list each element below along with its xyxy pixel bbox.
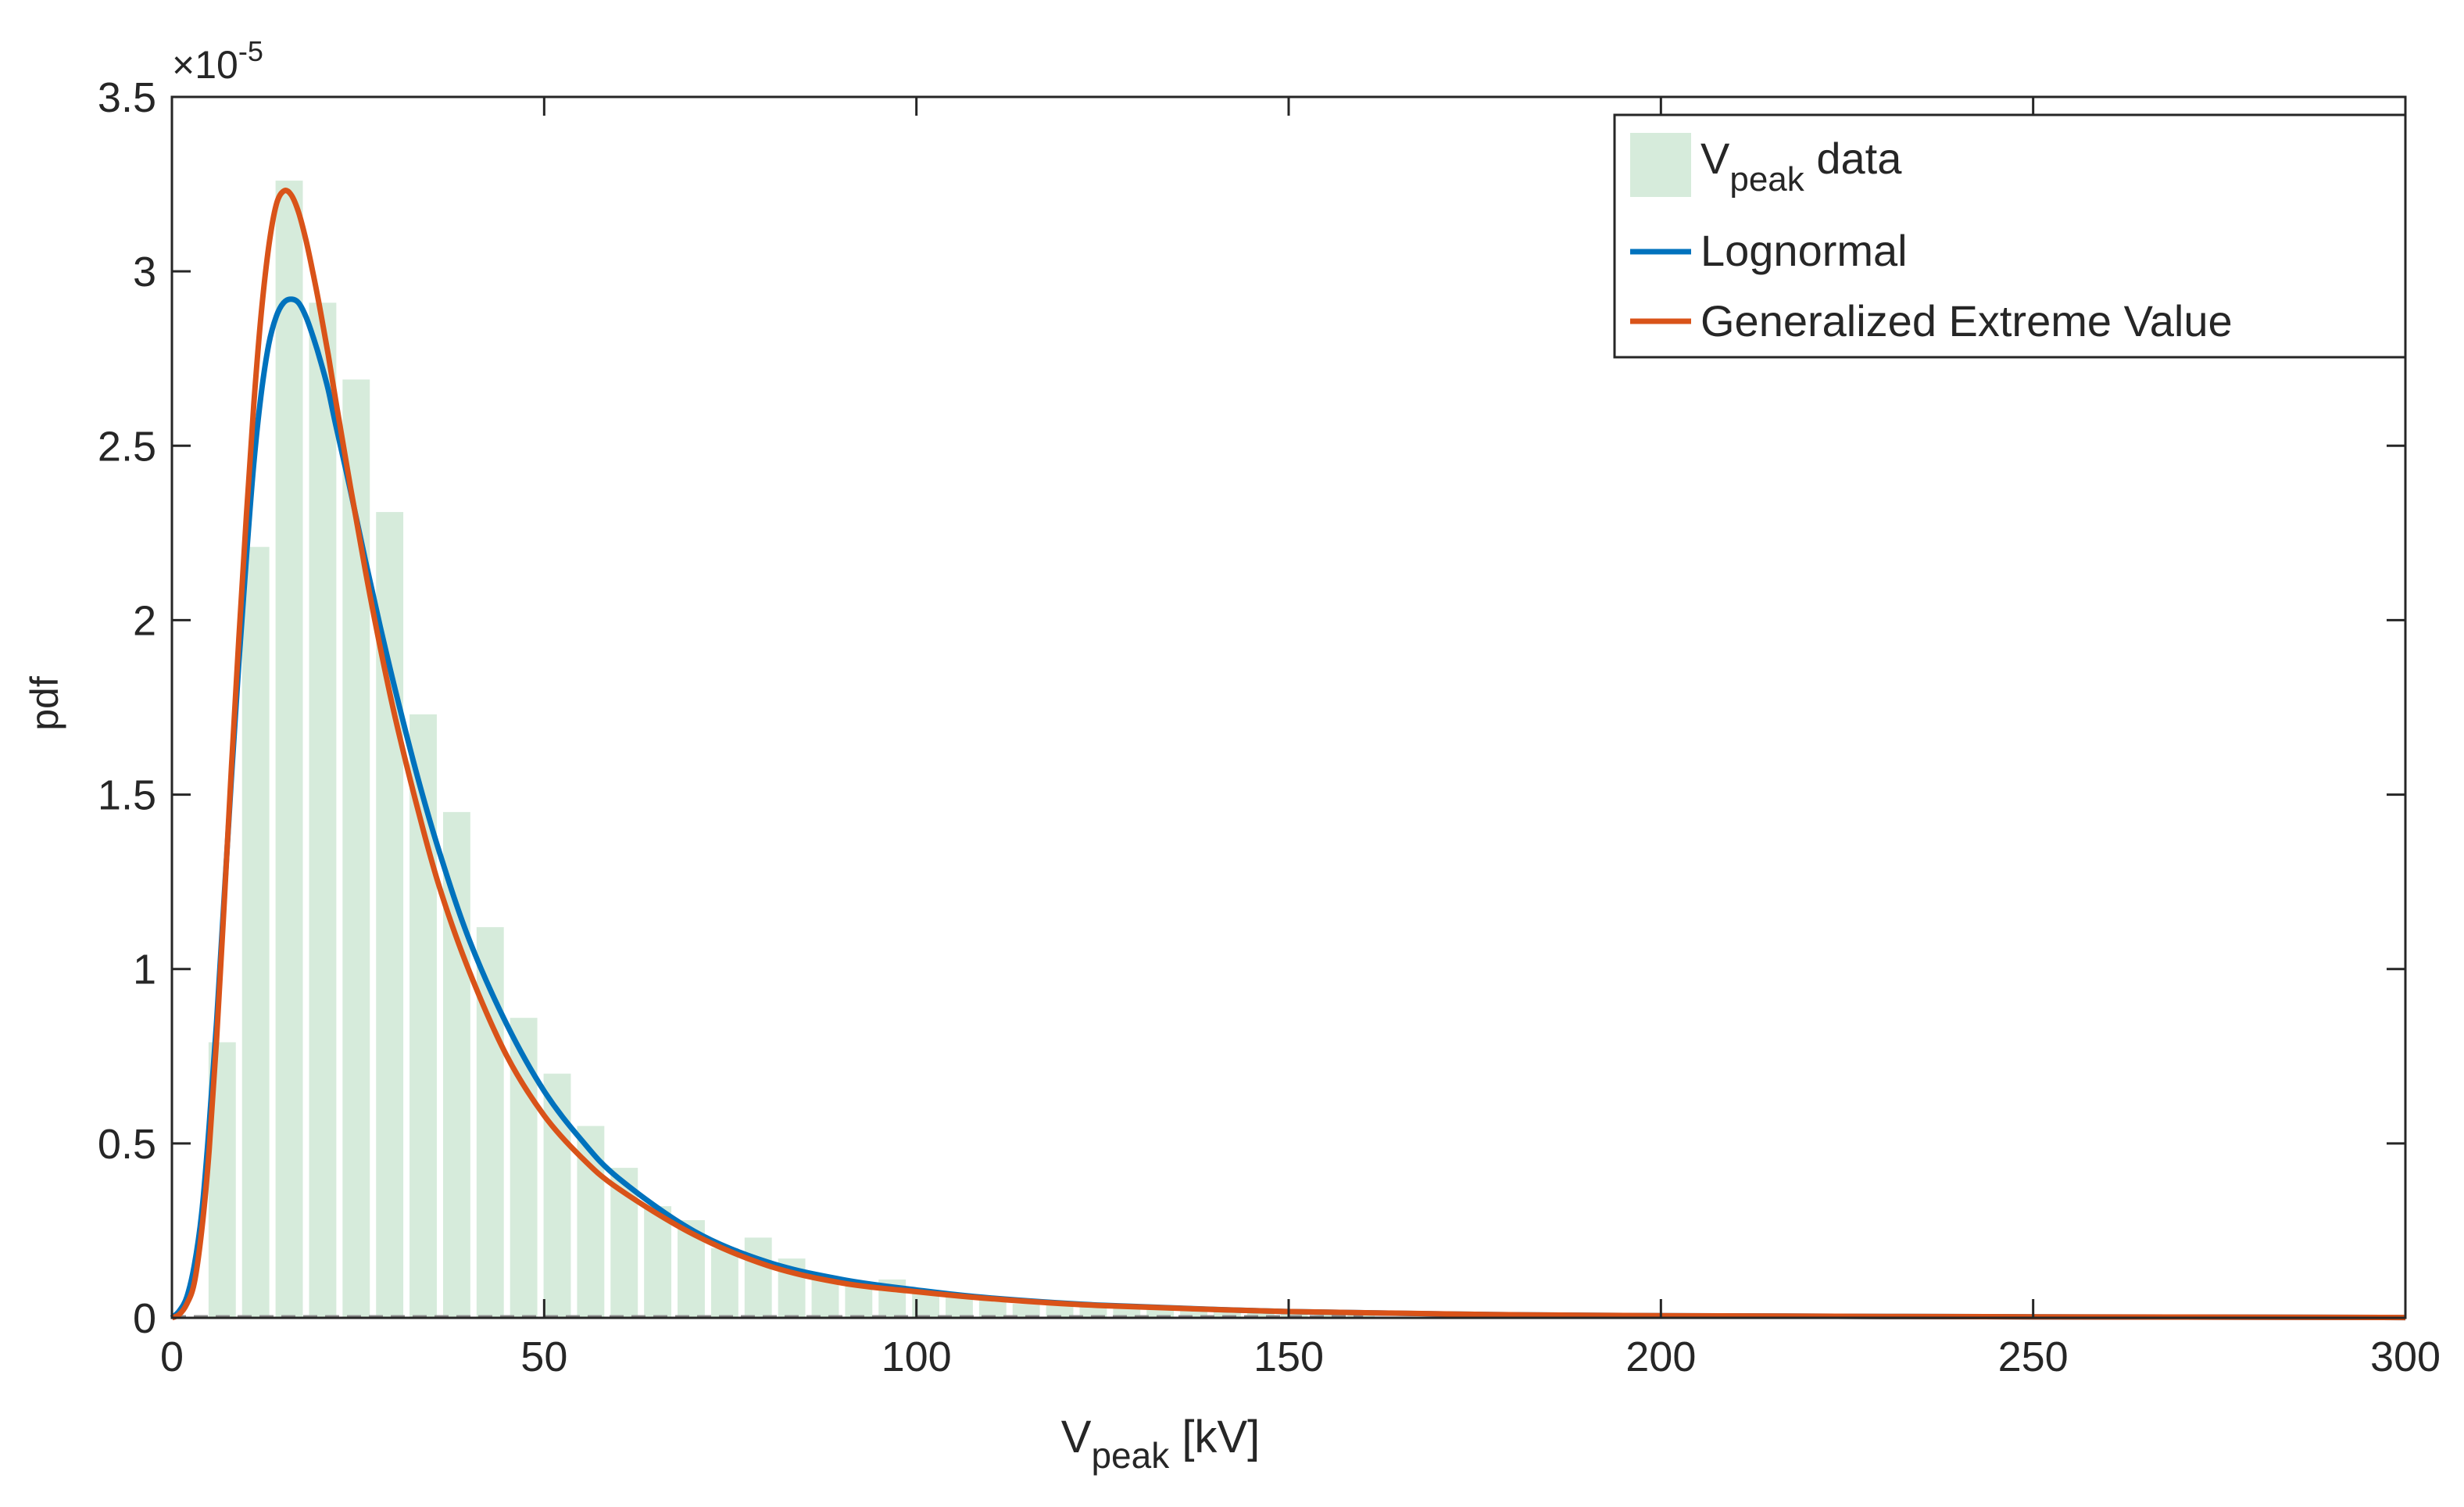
fitted-curves — [170, 188, 2406, 1321]
x-tick-label: 100 — [882, 1333, 952, 1380]
y-exponent-label: ×10-5 — [172, 35, 263, 87]
x-tick-label: 250 — [1998, 1333, 2069, 1380]
legend-entry-data-sub: peak — [1729, 160, 1804, 199]
x-tick-labels: 0 50 100 150 200 250 300 — [160, 1333, 2441, 1380]
histogram-bar — [409, 714, 437, 1318]
histogram-bar — [442, 811, 470, 1318]
y-tick-label: 2 — [133, 597, 156, 644]
histogram-bar — [1246, 1311, 1275, 1318]
histogram-bar — [644, 1206, 672, 1318]
x-tick-label: 50 — [520, 1333, 567, 1380]
legend: Vpeak data Lognormal Generalized Extreme… — [1613, 113, 2407, 359]
legend-entry-lognormal: Lognormal — [1700, 226, 1908, 275]
gev-curve — [170, 188, 2406, 1321]
legend-entry-data: Vpeak data — [1700, 134, 1902, 199]
x-axis-label: Vpeak [kV] — [1061, 1412, 1260, 1476]
histogram-bar — [241, 546, 270, 1318]
y-exponent-power: -5 — [238, 35, 263, 67]
x-tick-label: 0 — [160, 1333, 184, 1380]
y-tick-label: 2.5 — [98, 423, 156, 470]
histogram-bar — [978, 1300, 1007, 1318]
y-tick-label: 0.5 — [98, 1121, 156, 1168]
histogram-bar — [1314, 1313, 1342, 1318]
histogram-bar — [543, 1073, 571, 1318]
histogram-bar — [1180, 1311, 1207, 1318]
x-tick-label: 300 — [2370, 1333, 2441, 1380]
histogram-bar — [744, 1237, 772, 1318]
histogram-bar — [342, 379, 370, 1318]
x-tick-label: 150 — [1253, 1333, 1324, 1380]
y-tick-label: 1 — [133, 947, 156, 993]
histogram-bar — [710, 1247, 738, 1318]
histogram-bar — [1012, 1304, 1040, 1318]
x-axis-label-suffix: [kV] — [1169, 1412, 1260, 1462]
x-tick-label: 200 — [1625, 1333, 1696, 1380]
legend-entry-gev: Generalized Extreme Value — [1700, 296, 2233, 345]
y-tick-label: 1.5 — [98, 772, 156, 819]
legend-swatch-data — [1630, 133, 1691, 197]
histogram-bar — [1213, 1311, 1241, 1318]
y-exponent-base: ×10 — [172, 43, 238, 87]
histogram-bar — [510, 1018, 538, 1318]
axes — [170, 95, 2407, 1319]
histogram-bar — [275, 181, 303, 1319]
histogram-bars — [172, 181, 1375, 1319]
histogram-bar — [946, 1297, 973, 1318]
y-axis-label: pdf — [23, 676, 66, 731]
histogram-bar — [1046, 1304, 1074, 1318]
legend-entry-data-main: V — [1700, 134, 1730, 183]
legend-entry-data-suffix: data — [1804, 134, 1902, 183]
y-tick-label: 3 — [133, 249, 156, 295]
x-axis-label-sub: peak — [1091, 1435, 1170, 1476]
histogram-bar — [309, 302, 337, 1318]
y-tick-label: 3.5 — [98, 74, 156, 121]
y-tick-label: 0 — [133, 1295, 156, 1342]
legend-box — [1613, 113, 2407, 359]
y-tick-labels: 0 0.5 1 1.5 2 2.5 3 3.5 — [98, 74, 156, 1342]
x-axis-label-main: V — [1061, 1412, 1092, 1462]
